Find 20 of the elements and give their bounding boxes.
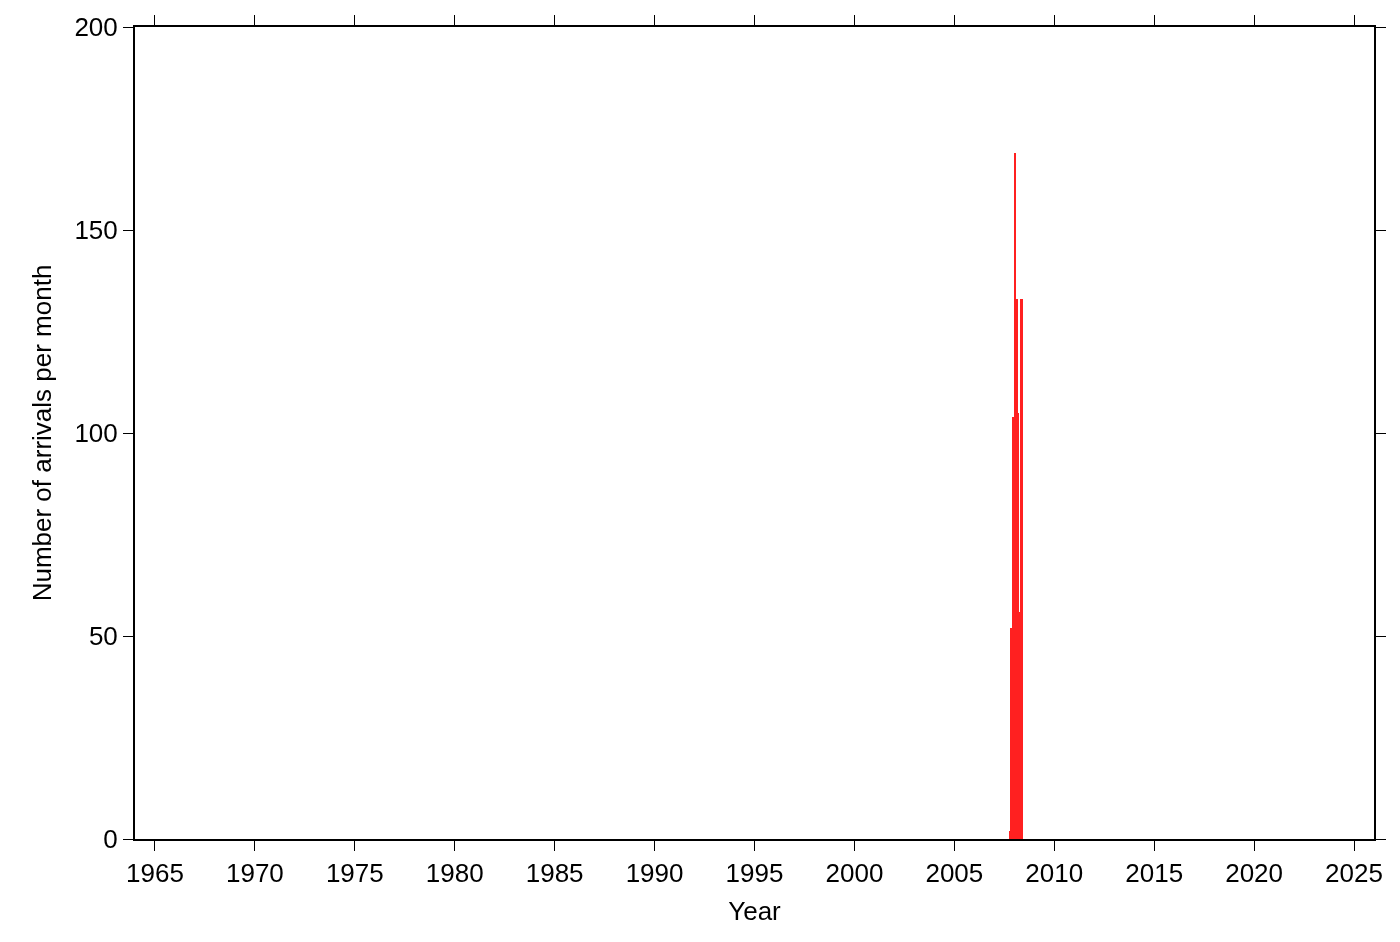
y-tick-label: 100 [74,418,118,449]
x-tick-label: 1995 [725,858,784,889]
x-tick-label: 2025 [1325,858,1383,889]
x-tick-label: 1980 [425,858,484,889]
x-tick-label: 2015 [1125,858,1184,889]
x-tick-label: 2000 [825,858,884,889]
x-tick-label: 1970 [225,858,284,889]
y-tick-label: 50 [88,621,118,652]
y-axis-title: Number of arrivals per month [27,264,58,602]
y-tick-label: 150 [74,215,118,246]
x-axis-title: Year [728,896,782,927]
x-tick-label: 1990 [625,858,684,889]
x-tick-label: 2010 [1025,858,1084,889]
x-tick-label: 1975 [325,858,384,889]
x-tick-label: 2020 [1225,858,1284,889]
y-tick-label: 0 [103,824,118,855]
x-tick-label: 1965 [126,858,184,889]
x-tick-label: 2005 [925,858,984,889]
x-tick-label: 1985 [525,858,584,889]
y-tick-label: 200 [74,12,118,43]
